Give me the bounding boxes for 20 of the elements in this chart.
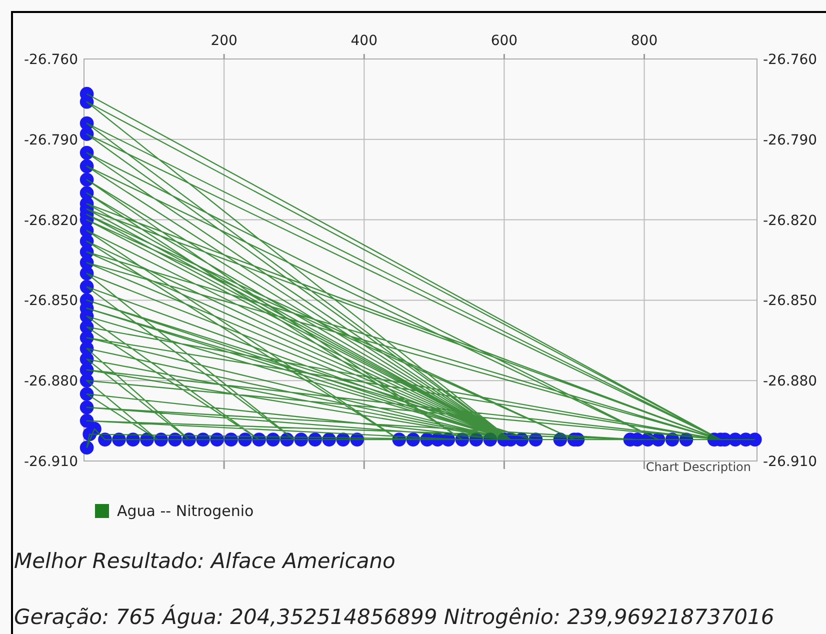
- annotation: Chart Description: [646, 460, 751, 474]
- y-tick-label: -26.820: [24, 212, 78, 229]
- y2-tick-label: -26.910: [763, 454, 818, 470]
- y2-tick-label: -26.880: [763, 374, 818, 390]
- x-tick-label: 800: [630, 33, 658, 49]
- y2-tick-label: -26.850: [763, 293, 818, 310]
- x-tick-label: 200: [210, 33, 238, 49]
- y-tick-label: -26.850: [24, 293, 78, 310]
- y2-tick-label: -26.790: [763, 132, 818, 148]
- y-tick-label: -26.760: [24, 52, 78, 68]
- y-tick-label: -26.790: [24, 132, 78, 148]
- text: Geração: 765 Água: 204,352514856899 Nitrogênio: 239,969218737016: [14, 604, 774, 629]
- text: Melhor Resultado: Alface Americano: [14, 549, 396, 573]
- y2-tick-label: -26.760: [763, 52, 818, 68]
- x-tick-label: 600: [490, 33, 518, 49]
- y-tick-label: -26.910: [24, 454, 78, 470]
- legend-label: Agua -- Nitrogenio: [117, 502, 254, 520]
- y-tick-label: -26.880: [24, 374, 78, 390]
- y2-tick-label: -26.820: [763, 212, 818, 229]
- x-tick-label: 400: [350, 33, 378, 49]
